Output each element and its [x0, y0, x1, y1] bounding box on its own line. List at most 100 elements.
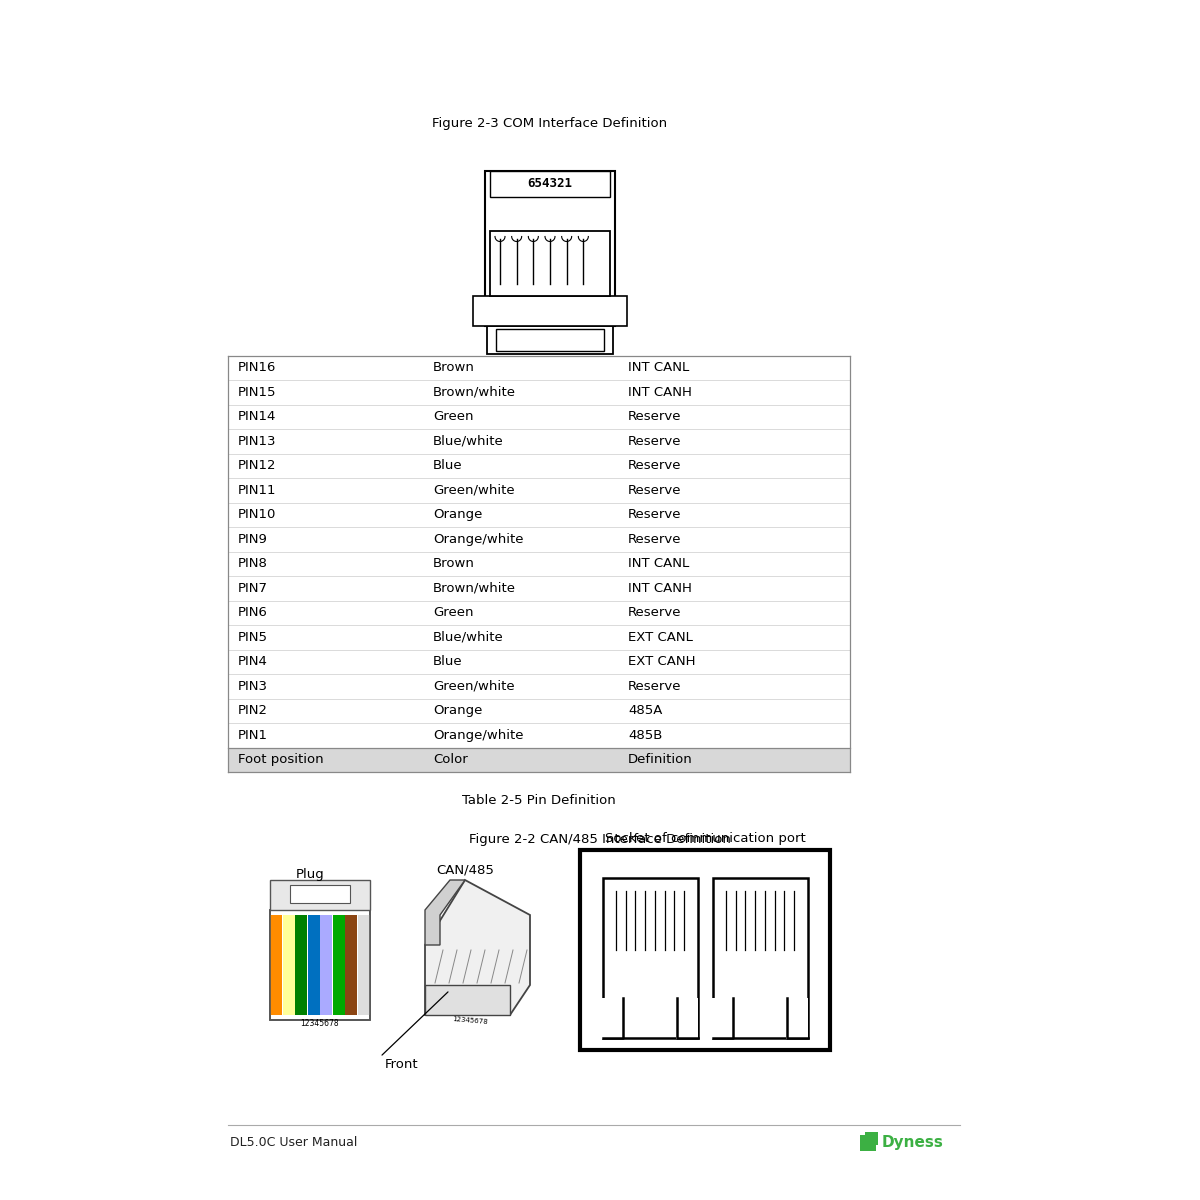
Bar: [490, 170, 610, 197]
Text: PIN14: PIN14: [238, 410, 276, 424]
Text: Green: Green: [433, 410, 474, 424]
Bar: [228, 674, 850, 698]
Bar: [487, 325, 613, 354]
Bar: [228, 576, 850, 600]
Text: 485B: 485B: [628, 728, 662, 742]
Bar: [496, 329, 604, 350]
Bar: [228, 649, 850, 674]
Text: Green/white: Green/white: [433, 679, 515, 692]
Text: PIN8: PIN8: [238, 557, 268, 570]
Bar: [228, 722, 850, 748]
Text: 12345678: 12345678: [301, 1019, 340, 1028]
Text: PIN12: PIN12: [238, 460, 276, 473]
Text: PIN11: PIN11: [238, 484, 276, 497]
Text: Reserve: Reserve: [628, 434, 682, 448]
Bar: [228, 404, 850, 428]
Text: PIN15: PIN15: [238, 385, 276, 398]
Polygon shape: [425, 880, 466, 946]
Text: 485A: 485A: [628, 704, 662, 718]
Bar: [712, 998, 734, 1039]
Bar: [320, 914, 332, 1015]
Text: Brown/white: Brown/white: [433, 385, 516, 398]
Bar: [490, 230, 610, 295]
Text: Figure 2-2 CAN/485 Interface Definition: Figure 2-2 CAN/485 Interface Definition: [469, 834, 731, 846]
Bar: [865, 1132, 878, 1145]
Bar: [270, 880, 370, 910]
Polygon shape: [425, 985, 510, 1015]
Text: Reserve: Reserve: [628, 484, 682, 497]
Text: Definition: Definition: [628, 754, 692, 767]
Bar: [602, 878, 697, 1038]
Bar: [602, 998, 624, 1039]
Text: CAN/485: CAN/485: [436, 864, 494, 876]
Text: Reserve: Reserve: [628, 509, 682, 521]
Text: Orange/white: Orange/white: [433, 728, 523, 742]
Bar: [860, 1135, 876, 1151]
Text: PIN1: PIN1: [238, 728, 268, 742]
Bar: [786, 998, 808, 1039]
Bar: [228, 698, 850, 722]
Text: DL5.0C User Manual: DL5.0C User Manual: [230, 1136, 358, 1150]
Text: PIN7: PIN7: [238, 582, 268, 595]
Bar: [228, 478, 850, 503]
Text: PIN10: PIN10: [238, 509, 276, 521]
Bar: [332, 914, 344, 1015]
Text: Brown: Brown: [433, 557, 475, 570]
Text: PIN4: PIN4: [238, 655, 268, 668]
Bar: [676, 998, 698, 1039]
Text: PIN13: PIN13: [238, 434, 276, 448]
Bar: [282, 914, 294, 1015]
Text: Front: Front: [385, 1058, 419, 1072]
Text: Orange/white: Orange/white: [433, 533, 523, 546]
Text: Reserve: Reserve: [628, 679, 682, 692]
Text: Foot position: Foot position: [238, 754, 324, 767]
Polygon shape: [425, 880, 530, 1015]
Text: Blue/white: Blue/white: [433, 631, 504, 643]
Bar: [228, 355, 850, 380]
Text: PIN6: PIN6: [238, 606, 268, 619]
Text: Figure 2-3 COM Interface Definition: Figure 2-3 COM Interface Definition: [432, 118, 667, 131]
Bar: [358, 914, 370, 1015]
Bar: [473, 295, 628, 325]
Bar: [228, 625, 850, 649]
Text: Socket of communication port: Socket of communication port: [605, 832, 805, 845]
Text: 12345678: 12345678: [452, 1016, 488, 1025]
Text: Green/white: Green/white: [433, 484, 515, 497]
Text: Color: Color: [433, 754, 468, 767]
Text: Reserve: Reserve: [628, 606, 682, 619]
Bar: [228, 552, 850, 576]
Bar: [228, 748, 850, 772]
Text: Reserve: Reserve: [628, 410, 682, 424]
Text: Green: Green: [433, 606, 474, 619]
Bar: [228, 503, 850, 527]
Text: Orange: Orange: [433, 509, 482, 521]
Bar: [228, 600, 850, 625]
Bar: [270, 910, 370, 1020]
Text: Dyness: Dyness: [882, 1135, 944, 1151]
Text: PIN5: PIN5: [238, 631, 268, 643]
Bar: [228, 380, 850, 404]
Bar: [228, 527, 850, 552]
Bar: [307, 914, 319, 1015]
Text: Reserve: Reserve: [628, 533, 682, 546]
Text: Plug: Plug: [295, 868, 324, 881]
Bar: [228, 428, 850, 454]
Text: Blue/white: Blue/white: [433, 434, 504, 448]
Text: INT CANL: INT CANL: [628, 361, 689, 374]
Bar: [485, 170, 616, 325]
Bar: [270, 914, 282, 1015]
Text: EXT CANH: EXT CANH: [628, 655, 696, 668]
Text: EXT CANL: EXT CANL: [628, 631, 692, 643]
Bar: [487, 298, 613, 324]
Text: PIN2: PIN2: [238, 704, 268, 718]
Bar: [290, 886, 350, 902]
Text: INT CANH: INT CANH: [628, 582, 692, 595]
Text: Brown/white: Brown/white: [433, 582, 516, 595]
Text: PIN16: PIN16: [238, 361, 276, 374]
Text: Blue: Blue: [433, 655, 463, 668]
Bar: [295, 914, 307, 1015]
Text: PIN3: PIN3: [238, 679, 268, 692]
Text: Brown: Brown: [433, 361, 475, 374]
Text: 654321: 654321: [528, 176, 572, 190]
Text: Table 2-5 Pin Definition: Table 2-5 Pin Definition: [462, 793, 616, 806]
